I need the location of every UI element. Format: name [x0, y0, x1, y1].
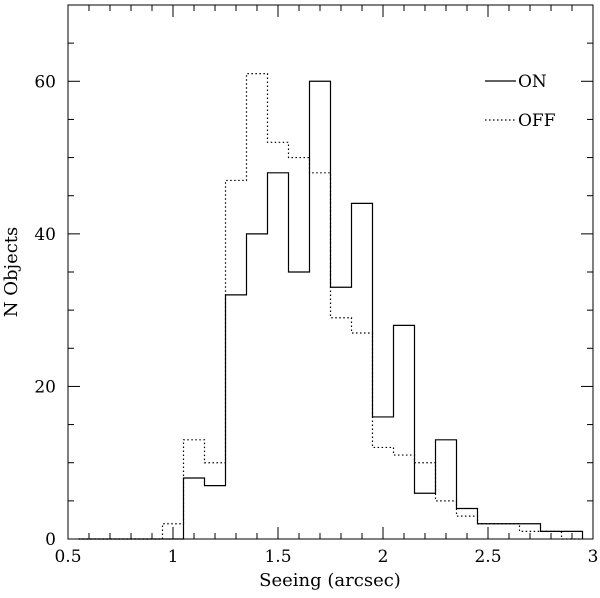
- series-on-histogram: [78, 80, 584, 540]
- legend-label-off: OFF: [518, 111, 556, 131]
- legend-label-on: ON: [518, 72, 547, 92]
- axis-ticks: [67, 4, 594, 540]
- x-axis-label: Seeing (arcsec): [259, 570, 401, 591]
- legend: ON OFF: [485, 72, 556, 131]
- x-tick-label: 2.5: [474, 547, 501, 567]
- y-axis-label: N Objects: [1, 227, 22, 318]
- series-layer: [78, 73, 584, 540]
- y-tick-label: 40: [34, 225, 56, 245]
- y-tick-label: 20: [34, 377, 56, 397]
- x-tick-label: 1.5: [264, 547, 291, 567]
- x-tick-label: 3: [588, 547, 599, 567]
- x-tick-label: 0.5: [54, 547, 81, 567]
- y-tick-label: 0: [45, 530, 56, 550]
- tick-labels: 0.5 1 1.5 2 2.5 3 0 20 40 60: [34, 72, 598, 567]
- y-tick-label: 60: [34, 72, 56, 92]
- series-off-histogram: [78, 73, 583, 540]
- x-tick-label: 2: [378, 547, 389, 567]
- x-tick-label: 1: [168, 547, 179, 567]
